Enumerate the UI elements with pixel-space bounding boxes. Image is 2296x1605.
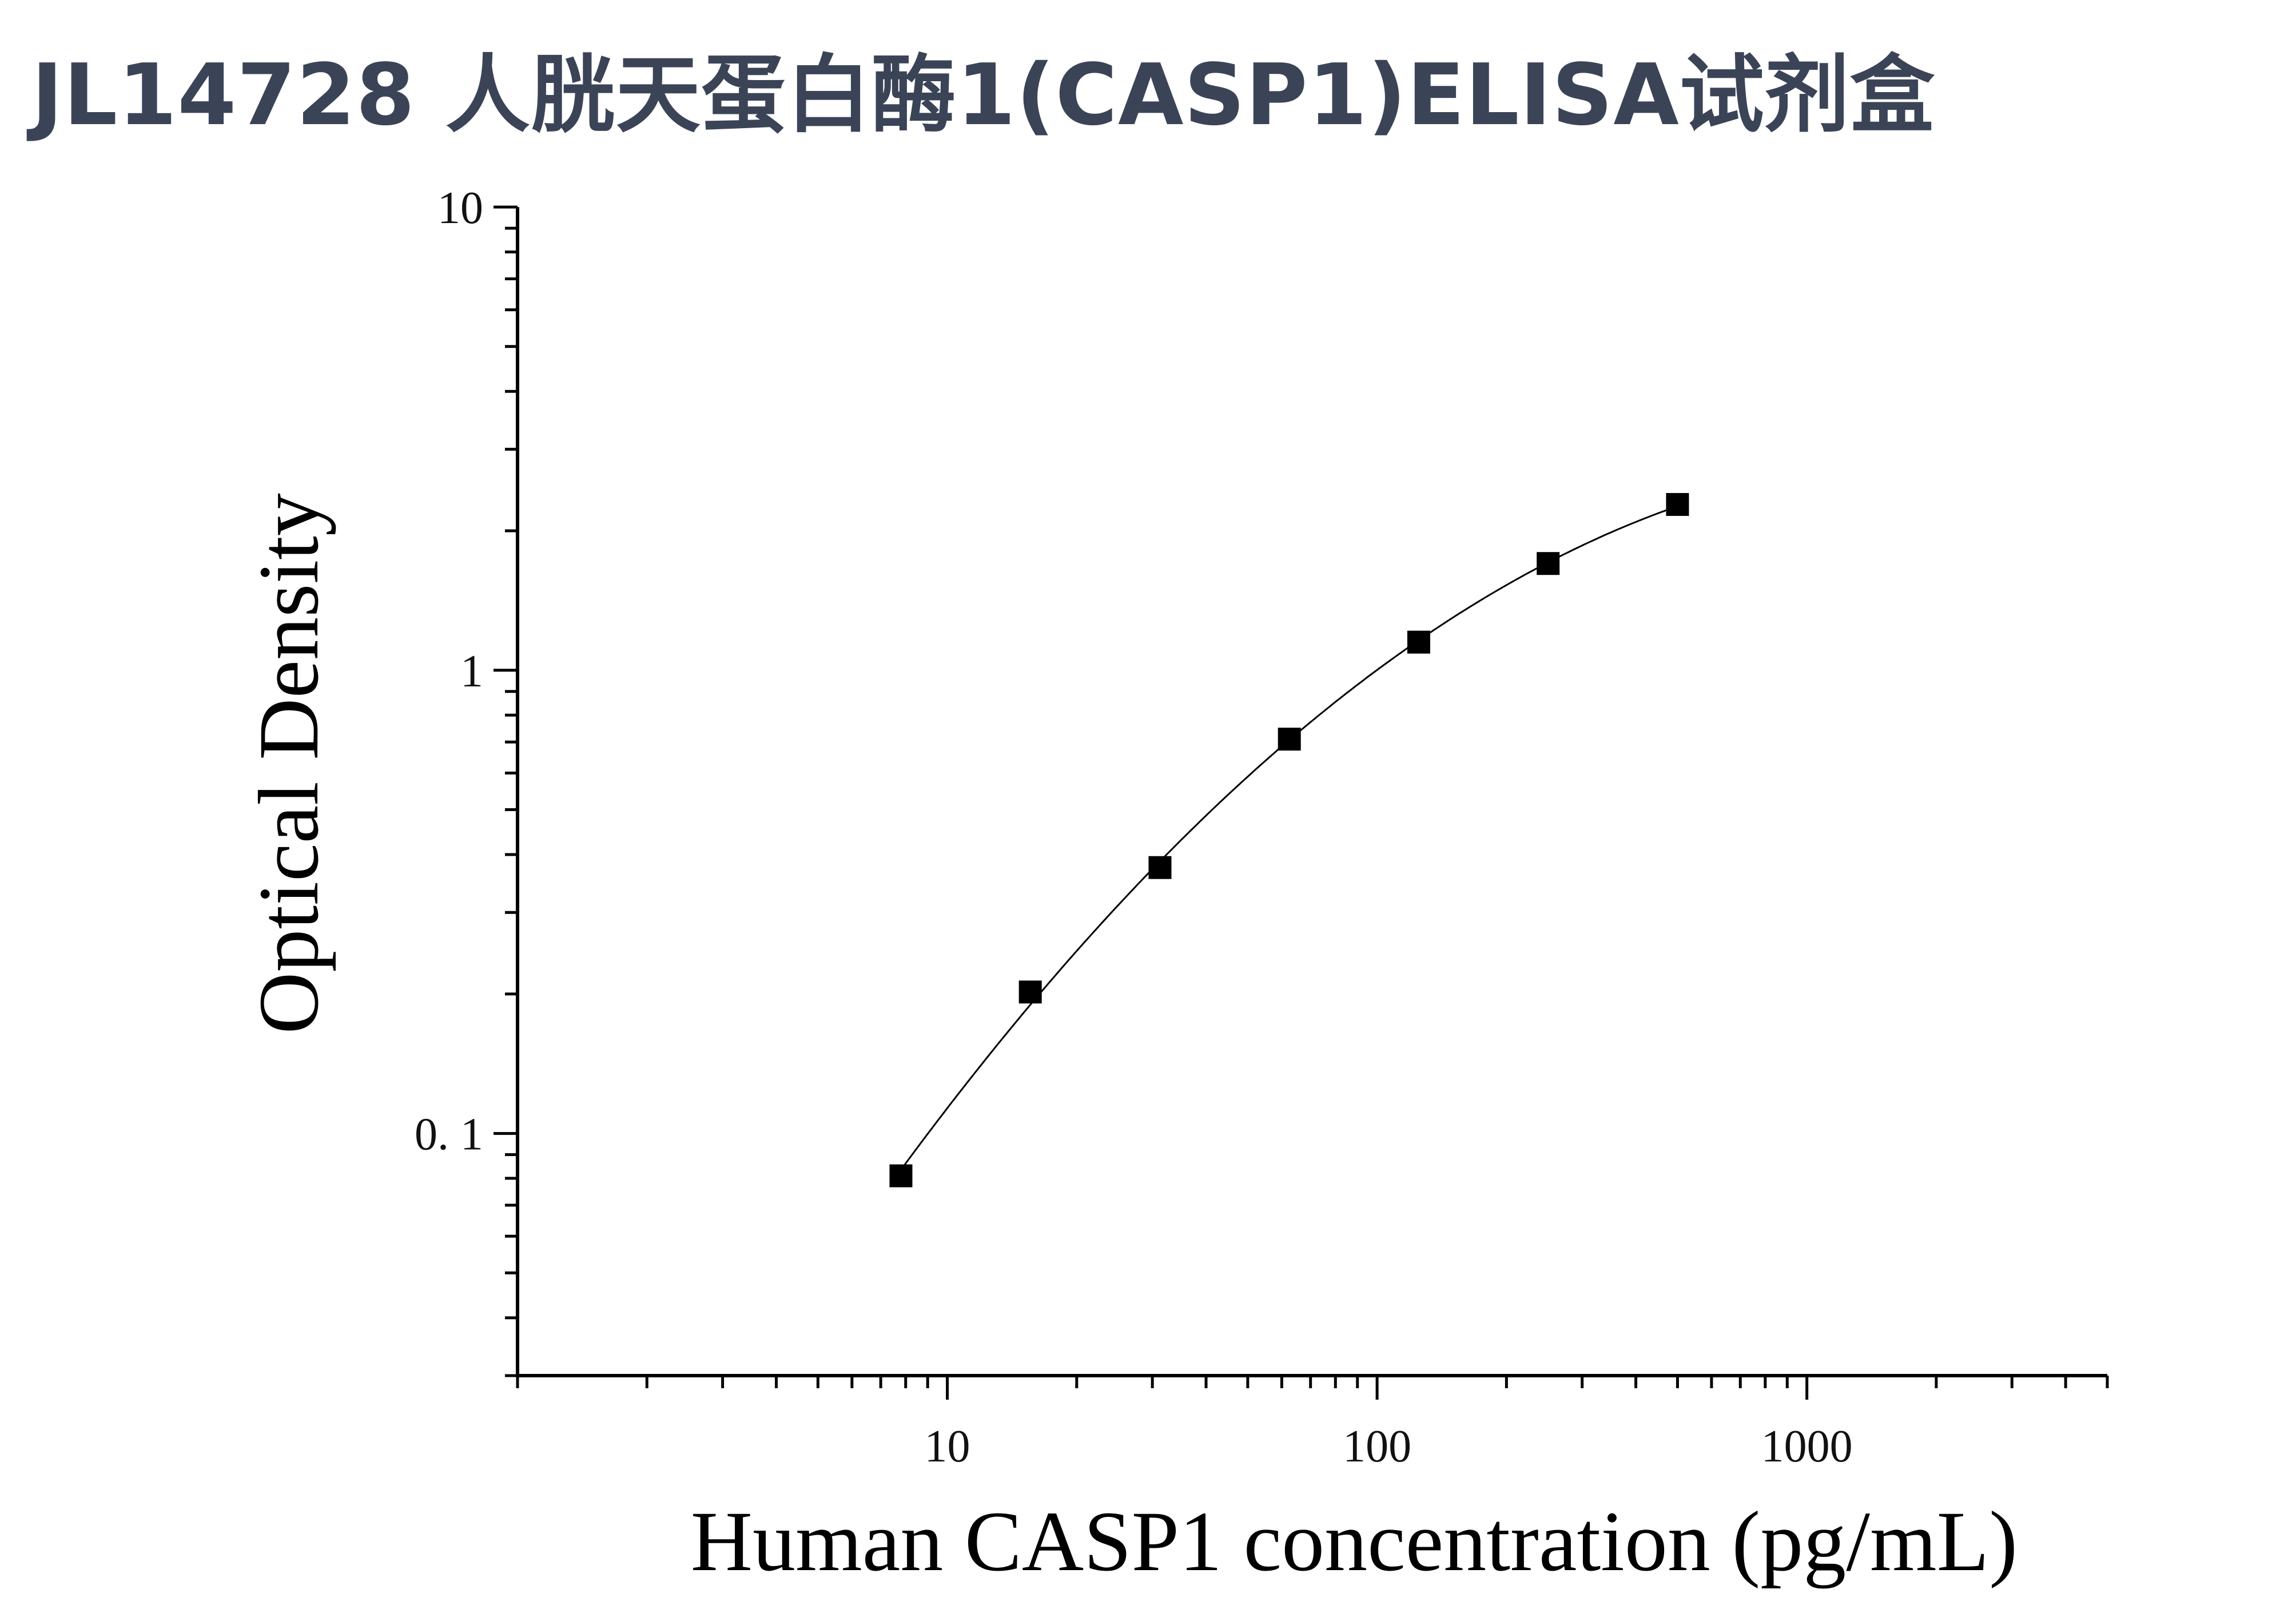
y-axis-title: Optical Density (241, 493, 336, 1034)
x-axis-title: Human CASP1 concentration (pg/mL) (691, 1494, 2018, 1589)
y-tick-label: 10 (437, 183, 483, 233)
data-point (1148, 856, 1172, 879)
data-point (1278, 728, 1301, 751)
data-point (1407, 630, 1430, 654)
fit-curve (900, 505, 1678, 1170)
x-tick-label: 10 (925, 1421, 970, 1472)
ticks (494, 205, 2109, 1400)
data-point (889, 1164, 913, 1187)
data-points (889, 492, 1689, 1187)
x-tick-label: 100 (1343, 1421, 1411, 1472)
y-tick-label: 0. 1 (415, 1110, 483, 1160)
data-point (1537, 552, 1560, 575)
x-tick-label: 1000 (1761, 1421, 1853, 1472)
data-point (1018, 980, 1042, 1004)
page-title: JL14728 人胱天蛋白酶1(CASP1)ELISA试剂盒 (31, 46, 1935, 144)
y-tick-label: 1 (460, 646, 483, 697)
axes (516, 207, 2107, 1377)
tick-labels: 10 100 1000 0. 1 1 10 (415, 183, 1853, 1472)
data-point (1666, 492, 1689, 516)
